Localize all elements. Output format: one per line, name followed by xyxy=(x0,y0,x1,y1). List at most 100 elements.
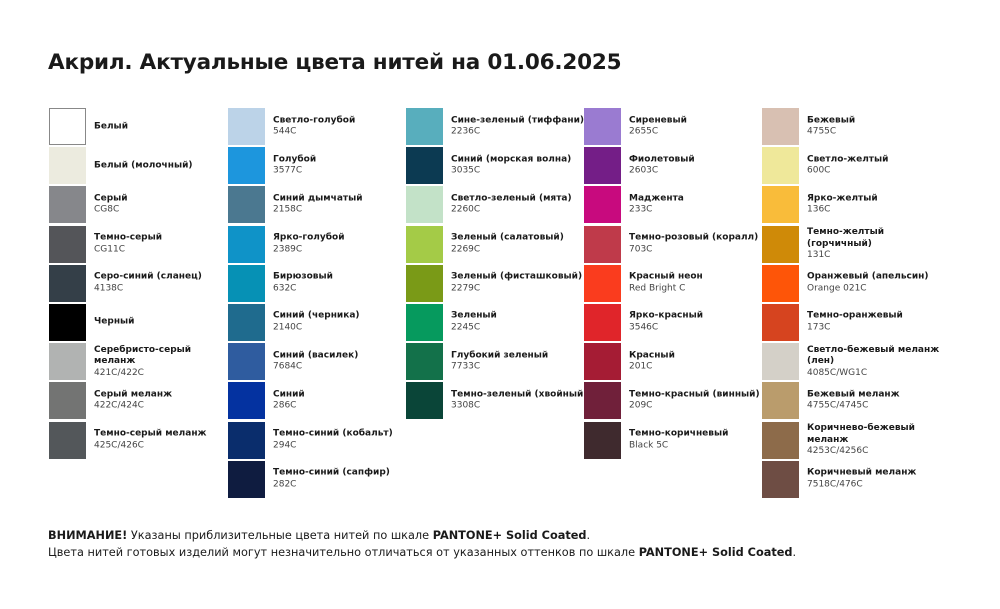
color-item: Синий (морская волна) 3035C xyxy=(406,147,586,185)
color-swatch xyxy=(762,147,799,185)
pantone-code: 2245C xyxy=(451,322,481,333)
color-name: Темно-синий (сапфир) xyxy=(273,467,390,478)
color-label: Синий (черника) 2140C xyxy=(273,311,413,334)
color-name: Красный xyxy=(629,350,675,361)
color-label: Оранжевый (апельсин) Orange 021C xyxy=(807,272,947,295)
pantone-code: 2236C xyxy=(451,126,481,137)
color-item: Маджента 233C xyxy=(584,186,764,224)
color-name: Серый xyxy=(94,193,128,204)
color-column: Белый Белый (молочный) Серый CG8C Темно-серы… xyxy=(49,108,229,461)
color-item: Темно-зеленый (хвойный) 3308C xyxy=(406,382,587,420)
color-label: Красный 201C xyxy=(629,350,769,373)
notice-text: Цвета нитей готовых изделий могут незнач… xyxy=(48,546,639,559)
color-label: Ярко-красный 3546C xyxy=(629,311,769,334)
color-name: Серебристо-серый меланж xyxy=(94,344,192,366)
color-name: Ярко-красный xyxy=(629,310,704,321)
color-name: Синий (черника) xyxy=(273,310,360,321)
pantone-code: 294C xyxy=(273,440,297,450)
pantone-code: 2279C xyxy=(451,283,481,294)
color-name: Сине-зеленый (тиффани) xyxy=(451,115,585,125)
color-label: Ярко-голубой 2389C xyxy=(273,233,413,256)
color-label: Зеленый (салатовый) 2269C xyxy=(451,233,591,256)
color-item: Синий 286C xyxy=(228,382,408,420)
pantone-code: 2140C xyxy=(273,322,303,333)
color-name: Темно-серый xyxy=(94,232,163,243)
color-swatch xyxy=(406,382,443,420)
color-label: Темно-коричневый Black 5C xyxy=(629,429,769,452)
color-swatch xyxy=(584,225,621,263)
notice-period: . xyxy=(586,529,591,542)
pantone-code: 703C xyxy=(629,244,653,255)
pantone-code: 3577C xyxy=(273,165,303,176)
color-item: Светло-желтый 600C xyxy=(762,147,942,185)
pantone-code: 209C xyxy=(629,400,653,411)
color-swatch xyxy=(584,186,621,224)
pantone-code: 201C xyxy=(629,361,653,372)
color-swatch xyxy=(584,343,621,381)
pantone-code: 425C/426C xyxy=(94,440,144,450)
color-name: Темно-оранжевый xyxy=(807,310,903,321)
color-swatch xyxy=(584,147,621,185)
pantone-code: 2603C xyxy=(629,165,659,176)
color-swatch xyxy=(762,303,799,341)
color-name: Серый меланж xyxy=(94,389,173,400)
color-swatch xyxy=(762,186,799,224)
color-name: Коричневый меланж xyxy=(807,467,917,478)
color-name: Зеленый xyxy=(451,310,497,321)
pantone-code: Orange 021C xyxy=(807,283,867,294)
color-label: Бежевый меланж 4755C/4745C xyxy=(807,389,947,412)
color-label: Бирюзовый 632C xyxy=(273,272,413,295)
color-item: Красный 201C xyxy=(584,343,764,381)
color-item: Темно-синий (сапфир) 282C xyxy=(228,460,408,498)
pantone-code: 421C/422C xyxy=(94,367,144,378)
color-swatch xyxy=(228,108,265,145)
color-item: Сине-зеленый (тиффани) 2236C xyxy=(406,108,586,145)
color-label: Темно-синий (сапфир) 282C xyxy=(273,468,413,491)
color-name: Синий (морская волна) xyxy=(451,154,572,165)
pantone-code: 4085C/WG1C xyxy=(807,367,868,378)
color-item: Коричневый меланж 7518C/476C xyxy=(762,460,942,498)
color-swatch xyxy=(584,108,621,145)
color-label: Бежевый 4755C xyxy=(807,115,947,138)
color-swatch xyxy=(228,460,265,498)
color-item: Зеленый 2245C xyxy=(406,303,586,341)
color-label: Темно-желтый (горчичный) 131C xyxy=(807,227,947,262)
notice-scale: PANTONE+ Solid Coated xyxy=(432,529,587,542)
color-name: Бежевый меланж xyxy=(807,389,900,400)
color-label: Светло-бежевый меланж (лен) 4085C/WG1C xyxy=(807,344,947,379)
color-label: Голубой 3577C xyxy=(273,154,413,177)
color-item: Темно-желтый (горчичный) 131C xyxy=(762,225,942,263)
color-label: Фиолетовый 2603C xyxy=(629,154,769,177)
color-label: Синий (василек) 7684C xyxy=(273,350,413,373)
page-title: Акрил. Актуальные цвета нитей на 01.06.2… xyxy=(48,50,622,75)
color-swatch xyxy=(406,186,443,224)
color-item: Оранжевый (апельсин) Orange 021C xyxy=(762,264,942,302)
color-swatch xyxy=(406,147,443,185)
color-swatch xyxy=(49,303,86,341)
color-item: Серо-синий (сланец) 4138C xyxy=(49,264,229,302)
color-item: Зеленый (салатовый) 2269C xyxy=(406,225,586,263)
color-name: Глубокий зеленый xyxy=(451,350,549,361)
color-swatch xyxy=(228,421,265,459)
color-item: Темно-серый меланж 425C/426C xyxy=(49,421,229,459)
color-swatch xyxy=(228,225,265,263)
color-label: Ярко-желтый 136C xyxy=(807,193,947,216)
color-label: Маджента 233C xyxy=(629,193,769,216)
color-swatch xyxy=(406,343,443,381)
pantone-code: 4138C xyxy=(94,283,124,294)
pantone-code: 422C/424C xyxy=(94,400,144,411)
color-swatch xyxy=(762,460,799,498)
color-swatch xyxy=(228,343,265,381)
notice-line-1: ВНИМАНИЕ! Указаны приблизительные цвета … xyxy=(48,527,796,544)
color-label: Зеленый (фисташковый) 2279C xyxy=(451,272,591,295)
color-name: Темно-желтый (горчичный) xyxy=(807,226,885,249)
pantone-code: 4755C/4745C xyxy=(807,400,869,411)
color-label: Темно-розовый (коралл) 703C xyxy=(629,233,769,256)
color-name: Сиреневый xyxy=(629,115,687,125)
color-swatch xyxy=(762,421,799,459)
color-label: Темно-красный (винный) 209C xyxy=(629,389,769,412)
color-name: Коричнево-бежевый меланж xyxy=(807,422,915,445)
color-item: Серый CG8C xyxy=(49,186,229,224)
color-item: Серый меланж 422C/424C xyxy=(49,382,229,420)
pantone-code: 4253C/4256C xyxy=(807,445,869,456)
